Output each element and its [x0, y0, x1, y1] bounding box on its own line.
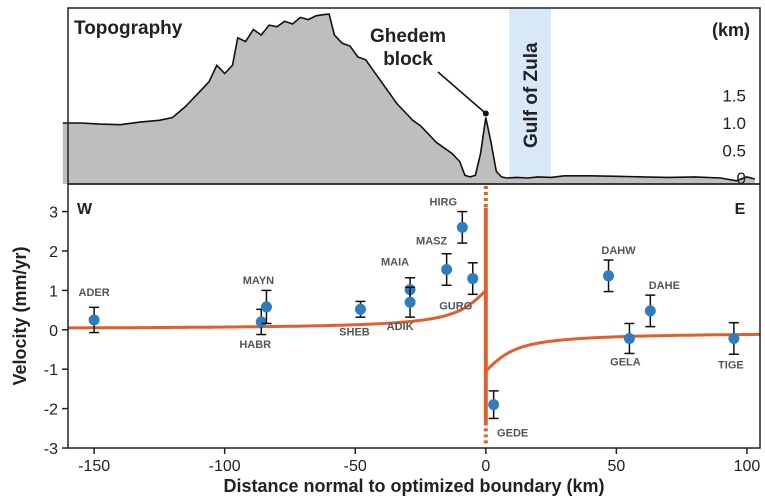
x-tick-label: -100	[209, 458, 241, 475]
y-tick-label: -3	[44, 441, 58, 458]
data-point	[441, 264, 453, 276]
station-label: GELA	[610, 356, 641, 368]
station-label: MAYN	[243, 275, 274, 287]
station-label: MASZ	[416, 236, 447, 248]
east-label: E	[735, 201, 746, 218]
topography-line	[62, 13, 756, 182]
data-point	[603, 270, 615, 282]
data-point	[354, 303, 366, 315]
topography-area	[62, 14, 755, 184]
data-point	[456, 221, 468, 233]
data-point	[404, 296, 416, 308]
x-tick-label: 100	[734, 458, 761, 475]
y-tick-label: 3	[49, 205, 58, 222]
station-label: TIGE	[718, 359, 744, 371]
model-curve-west	[68, 290, 486, 330]
data-point	[260, 301, 272, 313]
station-label: ADER	[79, 287, 110, 299]
west-label: W	[77, 201, 93, 218]
station-label: MAIA	[381, 257, 409, 269]
data-point	[488, 399, 500, 411]
ghedem-label-line2: block	[383, 49, 433, 70]
station-label: HIRG	[430, 196, 458, 208]
station-label: GURG	[439, 301, 472, 313]
ghedem-leader-line	[437, 71, 487, 115]
topography-title: Topography	[74, 18, 183, 39]
topography-tick-label: 1.0	[722, 114, 746, 133]
gulf-label: Gulf of Zula	[521, 42, 542, 148]
station-label: DAHE	[649, 280, 680, 292]
topography-tick-label: 1.5	[722, 87, 746, 106]
x-tick-label: -50	[344, 458, 367, 475]
topography-panel: Topography (km) 1.5 1.0 0.5 0 Gulf of Zula Ghed…	[62, 7, 761, 188]
y-tick-label: -2	[44, 402, 58, 419]
data-point	[623, 332, 635, 344]
x-tick-label: -150	[78, 458, 110, 475]
velocity-frame	[67, 183, 761, 449]
ghedem-marker	[482, 110, 489, 117]
ghedem-label-line1: Ghedem	[370, 26, 446, 47]
station-label: ADIK	[387, 321, 414, 333]
y-tick-label: 2	[49, 244, 58, 261]
velocity-panel: ADER HABR MAYN SHEB MAIA ADIK MASZ HIRG GURG GEDE…	[10, 183, 761, 496]
station-label: SHEB	[339, 326, 370, 338]
y-tick-label: 0	[49, 323, 58, 340]
x-axis-label: Distance normal to optimized boundary (k…	[223, 476, 604, 496]
data-point	[255, 316, 267, 328]
data-point	[728, 332, 740, 344]
x-tick-label: 0	[481, 458, 490, 475]
gulf-band	[509, 8, 552, 184]
station-label: HABR	[239, 339, 271, 351]
y-tick-label: 1	[49, 283, 58, 300]
y-axis-label: Velocity (mm/yr)	[10, 246, 30, 385]
topography-tick-label: 0.5	[722, 142, 746, 161]
data-point	[88, 314, 100, 326]
data-point	[644, 305, 656, 317]
y-tick-label: -1	[44, 362, 58, 379]
x-tick-label: 50	[607, 458, 625, 475]
topography-tick-label: 0	[737, 169, 746, 188]
model-curve-east	[486, 332, 760, 371]
topography-unit: (km)	[712, 20, 750, 40]
station-label: GEDE	[497, 428, 528, 440]
data-point	[467, 273, 479, 285]
station-label: DAHW	[601, 245, 636, 257]
